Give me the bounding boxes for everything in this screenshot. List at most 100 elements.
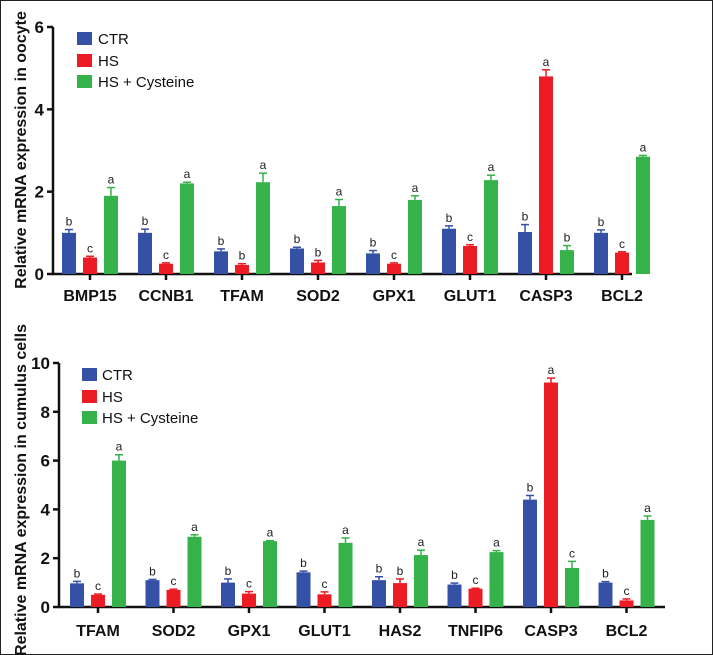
y-tick-label: 6	[35, 18, 44, 37]
x-tick-label: GLUT1	[298, 623, 351, 640]
significance-letter: b	[315, 245, 322, 259]
bar-ctr-sod2	[290, 248, 304, 274]
significance-letter: b	[239, 249, 246, 263]
significance-letter: a	[493, 536, 500, 550]
significance-letter: c	[171, 574, 177, 588]
bar-hs-cysteine-bcl2	[636, 156, 650, 274]
significance-letter: c	[624, 584, 630, 598]
y-tick-label: 0	[35, 265, 44, 284]
significance-letter: a	[116, 440, 123, 454]
y-tick-label: 2	[35, 183, 44, 202]
bar-ctr-bcl2	[598, 582, 613, 607]
x-tick-label: CASP3	[519, 288, 572, 305]
significance-letter: a	[336, 184, 343, 198]
oocyte-chart: Relative mRNA expression in oocyte CTR H…	[13, 11, 650, 305]
x-tick-label: CASP3	[524, 623, 577, 640]
bar-hs-sod2	[166, 589, 181, 607]
bar-hs-cysteine-glut1	[338, 542, 353, 607]
bar-hs-has2	[393, 583, 407, 607]
bar-hs-cysteine-tnfip6	[489, 552, 504, 607]
bar-hs-glut1	[317, 594, 332, 607]
bar-hs-sod2	[311, 262, 325, 274]
bar-hs-cysteine-tfam	[112, 460, 126, 607]
bar-ctr-gpx1	[366, 253, 380, 274]
significance-letter: b	[218, 234, 225, 248]
significance-letter: b	[598, 215, 605, 229]
bar-ctr-gpx1	[221, 582, 235, 607]
y-tick-label: 4	[41, 500, 51, 519]
bar-hs-cysteine-glut1	[484, 180, 498, 274]
y-axis-label: Relative mRNA expression in cumulus cell…	[13, 324, 30, 655]
bar-hs-cysteine-sod2	[332, 206, 346, 274]
bar-hs-tnfip6	[468, 588, 483, 607]
significance-letter: b	[564, 231, 571, 245]
significance-letter: b	[446, 211, 453, 225]
legend-swatch-hs	[82, 390, 97, 403]
significance-letter: c	[391, 248, 397, 262]
bar-ctr-tnfip6	[447, 584, 462, 607]
bar-ctr-casp3	[523, 499, 537, 607]
significance-letter: b	[451, 568, 458, 582]
bar-ctr-ccnb1	[138, 232, 152, 274]
significance-letter: b	[527, 480, 534, 494]
significance-letter: a	[412, 181, 419, 195]
bar-hs-bcl2	[619, 600, 634, 607]
bar-hs-ccnb1	[159, 263, 173, 274]
significance-letter: a	[267, 526, 274, 540]
y-tick-label: 2	[41, 549, 50, 568]
significance-letter: b	[142, 214, 149, 228]
bar-hs-cysteine-bcl2	[640, 519, 655, 607]
bar-hs-cysteine-sod2	[187, 536, 202, 607]
legend: CTR HS HS + Cysteine	[77, 31, 194, 91]
bar-hs-cysteine-gpx1	[263, 541, 277, 607]
significance-letter: b	[294, 232, 301, 246]
bar-ctr-bcl2	[594, 232, 608, 274]
significance-letter: b	[370, 236, 377, 250]
bar-ctr-tfam	[214, 251, 228, 274]
significance-letter: c	[246, 577, 252, 591]
bar-hs-tfam	[91, 594, 105, 607]
x-tick-label: TFAM	[220, 288, 264, 305]
significance-letter: c	[569, 546, 575, 560]
legend-label-ctr: CTR	[102, 367, 133, 384]
legend-label-hs: HS	[102, 389, 123, 406]
bar-ctr-sod2	[145, 580, 160, 607]
significance-letter: a	[260, 158, 267, 172]
significance-letter: a	[418, 535, 425, 549]
legend-label-hs: HS	[98, 53, 119, 70]
y-tick-label: 4	[35, 100, 45, 119]
x-tick-label: GPX1	[373, 288, 416, 305]
y-axis-label: Relative mRNA expression in oocyte	[13, 11, 30, 289]
legend-swatch-ctr	[77, 32, 92, 45]
significance-letter: c	[619, 237, 625, 251]
legend: CTR HS HS + Cysteine	[82, 367, 198, 427]
legend-swatch-hs	[77, 54, 92, 67]
cumulus-chart: Relative mRNA expression in cumulus cell…	[13, 324, 665, 655]
bar-hs-tfam	[235, 264, 249, 274]
significance-letter: c	[87, 241, 93, 255]
x-tick-label: GLUT1	[444, 288, 497, 305]
significance-letter: b	[602, 567, 609, 581]
bar-hs-glut1	[463, 246, 477, 274]
bar-hs-cysteine-casp3	[565, 567, 579, 607]
bar-hs-cysteine-tfam	[256, 182, 270, 274]
significance-letter: a	[543, 55, 550, 69]
y-tick-label: 8	[41, 403, 50, 422]
bar-hs-gpx1	[387, 263, 401, 274]
significance-letter: c	[467, 230, 473, 244]
significance-letter: b	[397, 564, 404, 578]
y-tick-label: 10	[31, 354, 50, 373]
x-tick-label: CCNB1	[138, 288, 193, 305]
y-tick-label: 0	[41, 598, 50, 617]
significance-letter: b	[149, 564, 156, 578]
legend-label-hs-cysteine: HS + Cysteine	[102, 410, 198, 427]
significance-letter: b	[522, 210, 529, 224]
bar-ctr-tfam	[70, 583, 84, 607]
legend-label-hs-cysteine: HS + Cysteine	[98, 74, 194, 91]
significance-letter: a	[184, 167, 191, 181]
significance-letter: a	[548, 363, 555, 377]
bar-hs-bcl2	[615, 252, 629, 274]
bar-hs-cysteine-has2	[414, 555, 428, 607]
significance-letter: c	[163, 248, 169, 262]
